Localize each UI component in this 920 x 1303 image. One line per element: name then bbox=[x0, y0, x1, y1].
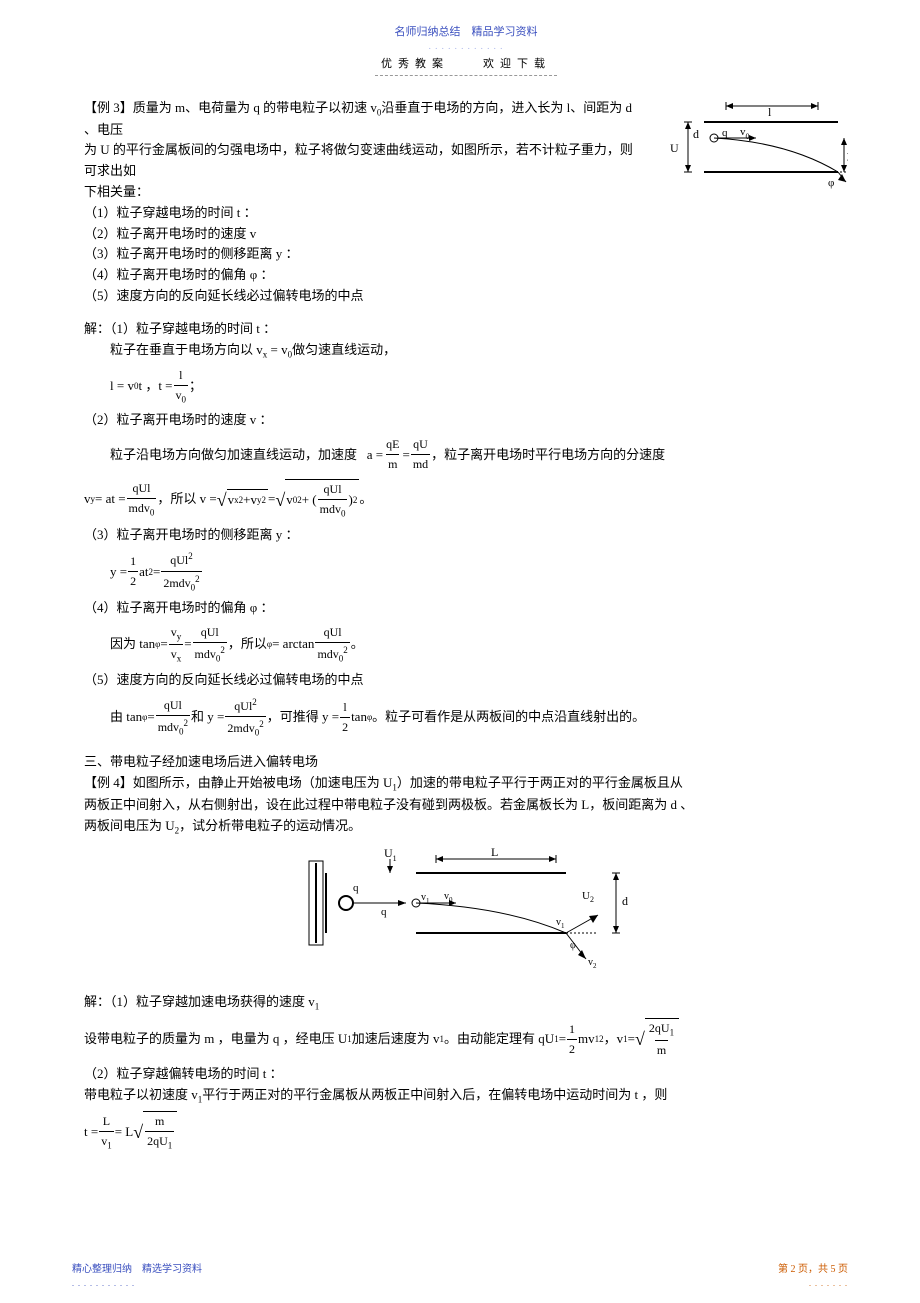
svg-text:q: q bbox=[722, 127, 728, 139]
ex4-line3: 两板间电压为 U2，试分析带电粒子的运动情况。 bbox=[84, 816, 848, 838]
ex3-item2: （2）粒子离开电场时的速度 v bbox=[84, 224, 848, 245]
svg-text:v0: v0 bbox=[444, 891, 453, 904]
sol3-head: 解：（1）粒子穿越电场的时间 t ： bbox=[84, 319, 848, 340]
svg-text:U2: U2 bbox=[582, 890, 594, 904]
svg-text:L: L bbox=[491, 845, 498, 859]
svg-text:y: y bbox=[847, 149, 848, 161]
svg-text:q: q bbox=[353, 882, 359, 894]
header-dots: . . . . . . . . . . . . bbox=[84, 39, 848, 53]
footer-left: 精心整理归纳 精选学习资料 bbox=[72, 1262, 202, 1278]
sol4-l1: 设带电粒子的质量为 m ，电量为 q ，经电压 U1加速后速度为 v1。由动能定… bbox=[84, 1018, 848, 1060]
sol3-s4: （4）粒子离开电场时的偏角 φ ： bbox=[84, 598, 848, 619]
ex3-item3: （3）粒子离开电场时的侧移距离 y ： bbox=[84, 244, 848, 265]
svg-text:q: q bbox=[381, 906, 387, 918]
footer-right: 第 2 页，共 5 页 bbox=[778, 1262, 848, 1278]
ex4-line1: 【例 4】如图所示，由静止开始被电场（加速电压为 U1）加速的带电粒子平行于两正… bbox=[84, 773, 848, 795]
sol3-eq4: 因为 tanφ = vyvx = qUlmdv02 ，所以 φ = arctan… bbox=[84, 623, 848, 666]
svg-text:φ: φ bbox=[570, 940, 576, 951]
section3-title: 三、带电粒子经加速电场后进入偏转电场 bbox=[84, 752, 848, 773]
sol4-l3: 带电粒子以初速度 v1平行于两正对的平行金属板从两板正中间射入后，在偏转电场中运… bbox=[84, 1085, 848, 1107]
sol3-eq1: l = v0t ，t = lv0 ； bbox=[84, 366, 848, 407]
svg-text:l: l bbox=[768, 105, 772, 119]
sol3-s1: 粒子在垂直于电场方向以 vx = v0做匀速直线运动， bbox=[84, 340, 848, 362]
ex4-line2: 两板正中间射入，从右侧射出，设在此过程中带电粒子没有碰到两极板。若金属板长为 L… bbox=[84, 795, 848, 816]
page-header: 名师归纳总结 精品学习资料 . . . . . . . . . . . . 优秀… bbox=[84, 24, 848, 76]
svg-text:d: d bbox=[693, 127, 699, 141]
sol4-head: 解：（1）粒子穿越加速电场获得的速度 v1 bbox=[84, 992, 848, 1014]
footer-dots-right: . . . . . . . bbox=[778, 1278, 848, 1291]
figure-ex3: l U d q v0 y φ bbox=[648, 102, 848, 219]
svg-text:φ: φ bbox=[828, 177, 834, 189]
svg-text:v0: v0 bbox=[740, 126, 750, 141]
figure-ex4: U1 q q L v1 v0 v1 bbox=[84, 843, 848, 980]
svg-text:v1: v1 bbox=[556, 917, 565, 930]
sol4-l2: （2）粒子穿越偏转电场的时间 t ： bbox=[84, 1064, 848, 1085]
sol3-s5: （5）速度方向的反向延长线必过偏转电场的中点 bbox=[84, 670, 848, 691]
sol3-eq5: 由 tanφ = qUlmdv02 和 y = qUl22mdv02 ，可推得 … bbox=[84, 695, 848, 740]
header-line2: 优秀教案 欢迎下载 bbox=[375, 56, 557, 76]
sol3-s2d: vy = at = qUlmdv0 ，所以 v = √ vx2 +vy2 = √… bbox=[84, 479, 848, 521]
sol3-eq3: y = 12 at2 = qUl22mdv02 bbox=[84, 549, 848, 594]
page-footer: 精心整理归纳 精选学习资料 . . . . . . . . . . . 第 2 … bbox=[72, 1262, 848, 1291]
footer-dots-left: . . . . . . . . . . . bbox=[72, 1278, 202, 1291]
svg-text:v2: v2 bbox=[588, 957, 597, 970]
sol3-s3: （3）粒子离开电场时的侧移距离 y ： bbox=[84, 525, 848, 546]
ex3-item5: （5）速度方向的反向延长线必过偏转电场的中点 bbox=[84, 286, 848, 307]
sol3-s2: （2）粒子离开电场时的速度 v ： bbox=[84, 410, 848, 431]
svg-text:d: d bbox=[622, 894, 628, 908]
svg-text:U: U bbox=[670, 141, 679, 155]
sol4-eq2: t = Lv1 = L √ m2qU1 bbox=[84, 1111, 848, 1153]
sol3-s2a: 粒子沿电场方向做匀加速直线运动，加速度 a = qEm = qUmd ，粒子离开… bbox=[84, 435, 848, 474]
ex3-item4: （4）粒子离开电场时的偏角 φ ： bbox=[84, 265, 848, 286]
